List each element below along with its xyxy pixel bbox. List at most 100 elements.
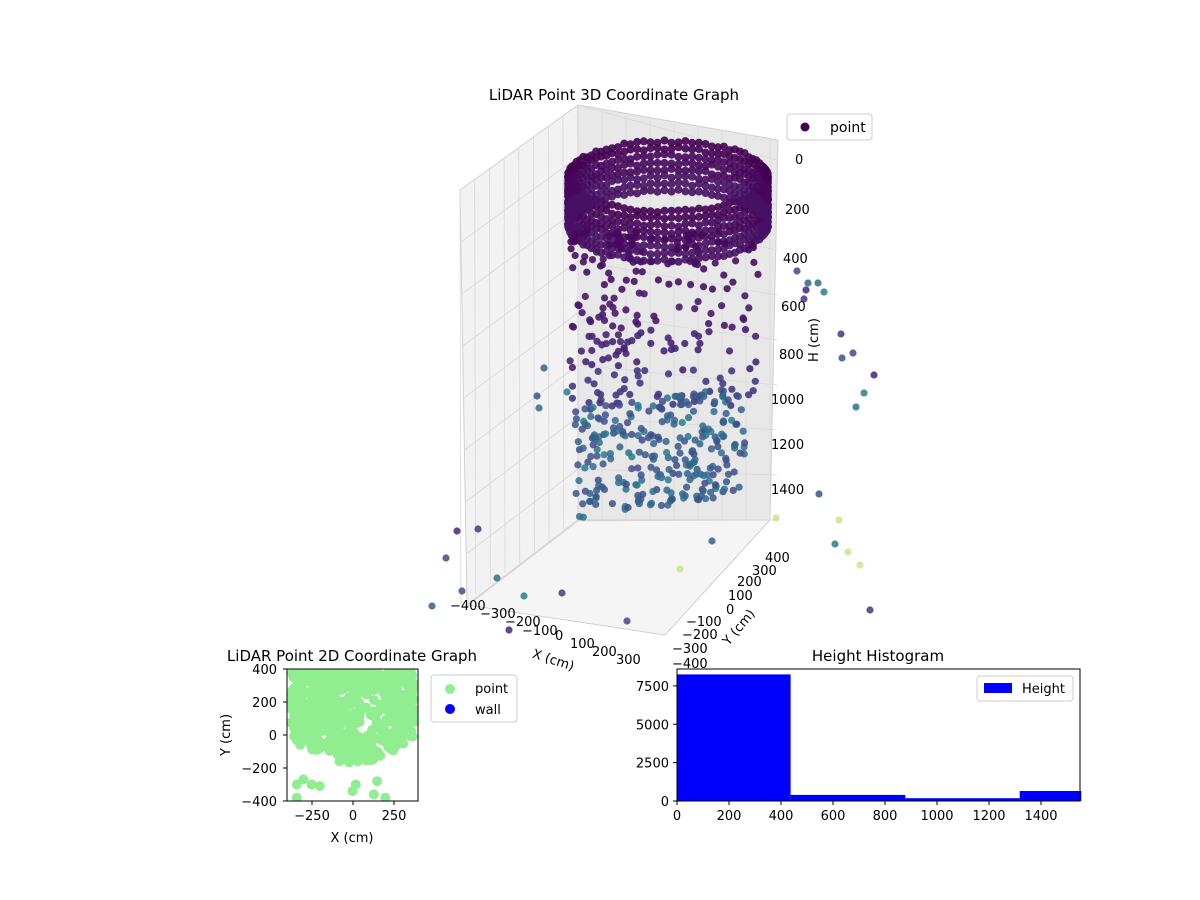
data-point: [616, 338, 625, 346]
data-point: [653, 173, 662, 182]
data-point: [680, 494, 688, 502]
data-point: [609, 338, 617, 346]
x2d-tick-label: 0: [349, 809, 357, 824]
data-point: [714, 171, 722, 180]
data-point: [849, 349, 857, 357]
data-point: [566, 357, 574, 365]
data-point: [602, 402, 610, 410]
data-point: [580, 417, 588, 425]
data-point: [674, 278, 683, 286]
data-point: [633, 481, 641, 489]
legend-3d-box: [786, 113, 873, 141]
data-point: [657, 474, 666, 482]
histogram-bar: [677, 674, 791, 801]
data-point: [714, 149, 722, 158]
data-point: [290, 718, 301, 729]
data-point: [300, 671, 311, 682]
data-point: [291, 792, 302, 801]
data-point: [628, 465, 636, 473]
data-point: [393, 670, 404, 681]
data-point: [646, 159, 655, 167]
data-point: [592, 493, 600, 501]
data-point: [661, 235, 669, 243]
data-point: [614, 210, 622, 219]
data-point: [633, 175, 642, 184]
data-point: [714, 465, 722, 473]
data-point: [588, 361, 596, 369]
data-point: [633, 137, 642, 146]
data-point: [664, 370, 673, 378]
data-point: [674, 206, 683, 215]
histogram-legend-label: Height: [1022, 682, 1065, 697]
data-point: [442, 554, 450, 562]
data-point: [660, 171, 669, 180]
data-point: [844, 548, 852, 556]
data-point: [694, 298, 702, 306]
data-point: [701, 253, 710, 262]
data-point: [624, 503, 632, 512]
data-point: [653, 392, 661, 401]
data-point: [688, 188, 697, 197]
data-point: [568, 382, 577, 390]
data-point: [705, 328, 713, 336]
data-point: [690, 330, 699, 338]
data-point: [579, 444, 587, 452]
data-point: [584, 376, 592, 384]
data-point: [694, 204, 703, 213]
data-point: [688, 219, 697, 228]
data-point: [663, 486, 671, 494]
data-point: [611, 309, 619, 317]
data-point: [714, 245, 722, 254]
data-point: [660, 186, 669, 195]
data-point: [626, 181, 635, 190]
data-point: [633, 211, 642, 220]
data-point: [620, 175, 629, 184]
data-point: [838, 354, 846, 362]
data-point: [647, 339, 655, 347]
data-point: [620, 147, 629, 156]
data-point: [646, 220, 655, 229]
data-point: [594, 476, 602, 484]
data-point: [681, 205, 690, 214]
data-point: [681, 339, 689, 348]
data-point: [660, 248, 669, 257]
data-point: [719, 222, 728, 230]
data-point: [334, 740, 345, 751]
histogram-legend-swatch: [984, 683, 1012, 693]
data-point: [577, 347, 586, 355]
data-point: [622, 480, 630, 488]
data-point: [835, 516, 843, 524]
grid-line: [460, 156, 579, 243]
data-point: [715, 238, 723, 246]
chart-2d-title: LiDAR Point 2D Coordinate Graph: [227, 647, 477, 665]
data-point: [648, 258, 656, 266]
data-point: [533, 392, 541, 400]
data-point: [722, 478, 731, 486]
data-point: [614, 150, 622, 159]
data-point: [634, 320, 642, 328]
data-point: [671, 456, 679, 464]
data-point: [724, 396, 732, 404]
data-point: [710, 408, 718, 416]
data-point: [585, 399, 593, 407]
data-point: [332, 722, 343, 733]
data-point: [606, 300, 614, 308]
data-point: [653, 150, 662, 159]
data-point: [735, 483, 743, 491]
data-point: [707, 246, 716, 255]
data-point: [608, 200, 617, 209]
data-point: [674, 257, 683, 266]
data-point: [814, 279, 822, 287]
data-point: [667, 164, 676, 173]
data-point: [335, 707, 346, 718]
data-point: [616, 443, 624, 451]
data-point: [634, 332, 642, 340]
x-tick-label: 100: [570, 637, 595, 652]
data-point: [682, 244, 690, 252]
histogram-x-tick-label: 600: [821, 809, 846, 824]
data-point: [746, 365, 754, 373]
y2d-tick-label: −400: [241, 795, 277, 810]
data-point: [408, 694, 418, 705]
data-point: [667, 243, 676, 252]
data-point: [664, 476, 672, 484]
